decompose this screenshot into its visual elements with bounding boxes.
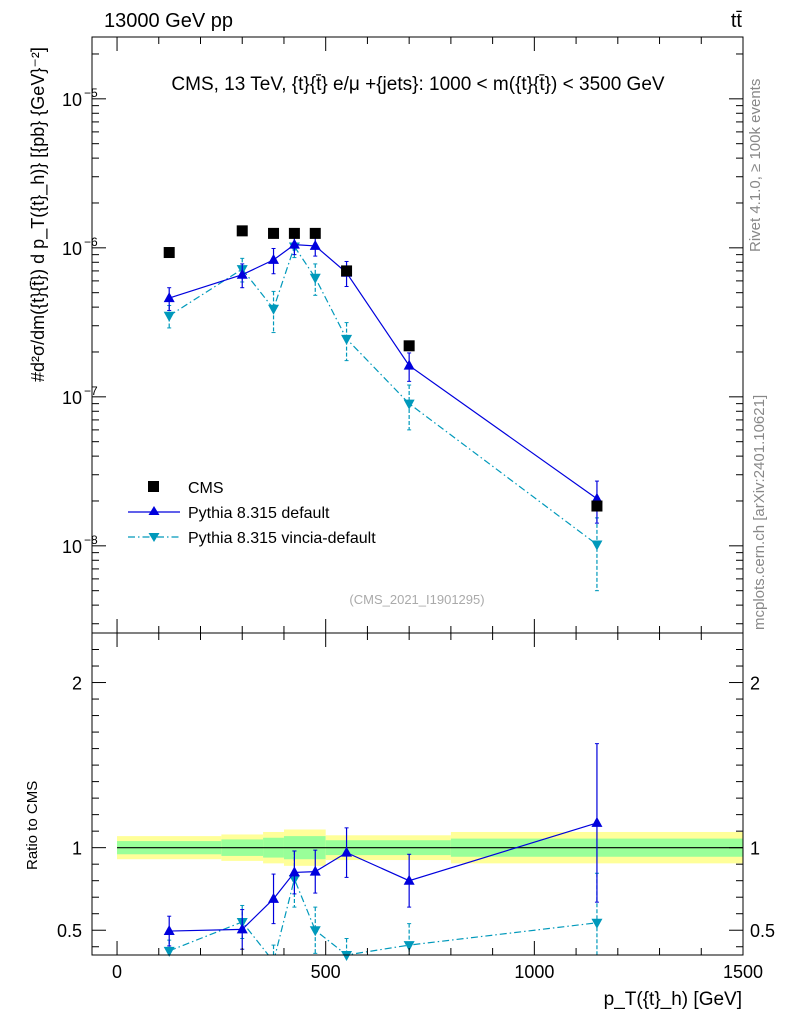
- ratio-ytick-label-right: 0.5: [750, 921, 775, 941]
- legend-vincia-label: Pythia 8.315 vincia-default: [188, 530, 376, 547]
- ratio-point: [403, 941, 415, 952]
- ratio-point: [288, 866, 300, 877]
- main-ytick-label: 10: [62, 537, 82, 557]
- main-point: [309, 227, 321, 239]
- ratio-ytick-label-left: 2: [72, 674, 82, 694]
- main-point: [403, 340, 415, 352]
- x-tick-label: 1500: [723, 962, 763, 982]
- main-line-triangle-up: [169, 244, 598, 500]
- ratio-line-triangle-down: [168, 877, 598, 955]
- legend: CMS Pythia 8.315 default Pythia 8.315 vi…: [128, 480, 376, 547]
- ratio-point: [341, 846, 353, 857]
- ratio-point: [268, 892, 280, 903]
- x-tick-label: 500: [311, 962, 341, 982]
- ratio-point: [403, 874, 415, 885]
- main-marks: [163, 225, 603, 592]
- main-ytick-exp: −7: [84, 384, 98, 398]
- legend-default-marker: [148, 506, 160, 515]
- main-point: [268, 304, 280, 315]
- main-ytick-exp: −5: [84, 86, 98, 100]
- main-point: [288, 238, 300, 249]
- main-point: [309, 273, 321, 284]
- mcplots-label: mcplots.cern.ch [arXiv:2401.10621]: [751, 395, 768, 630]
- ratio-point: [341, 951, 353, 961]
- main-line-triangle-down: [168, 245, 598, 546]
- main-point: [288, 227, 300, 239]
- main-panel: 10−810−710−610−5 CMS, 13 TeV, {t}{t̄} e/…: [28, 36, 744, 634]
- ratio-ytick-label-left: 1: [72, 839, 82, 859]
- main-point: [163, 247, 175, 259]
- x-tick-label: 1000: [514, 962, 554, 982]
- main-ytick-label: 10: [62, 388, 82, 408]
- main-axes: 10−810−710−610−5: [62, 37, 744, 633]
- main-point: [403, 399, 415, 410]
- main-ytick-label: 10: [62, 239, 82, 259]
- main-point: [591, 540, 603, 551]
- ratio-line-triangle-up: [169, 822, 598, 932]
- ratio-panel: 0.5 0.5 1 1 2 2 0 500 1000 1500 Ratio to CMS p_T(…: [24, 632, 775, 1010]
- ratio-ytick-label-left: 0.5: [57, 921, 82, 941]
- legend-default-label: Pythia 8.315 default: [188, 505, 330, 522]
- main-point: [268, 253, 280, 264]
- main-point: [163, 292, 175, 303]
- main-point: [341, 265, 353, 277]
- ratio-point: [309, 926, 321, 937]
- main-point: [403, 359, 415, 370]
- main-point: [591, 492, 603, 503]
- ratio-point: [591, 816, 603, 827]
- main-ytick-label: 10: [62, 90, 82, 110]
- ratio-band: [117, 829, 743, 866]
- ratio-axes: 0.5 0.5 1 1 2 2 0 500 1000 1500: [57, 633, 775, 982]
- legend-cms-marker: [148, 481, 159, 492]
- legend-vincia-marker: [148, 533, 160, 542]
- main-point: [268, 227, 280, 239]
- rivet-label: Rivet 4.1.0, ≥ 100k events: [747, 79, 764, 252]
- ratio-marks: [163, 743, 603, 961]
- ratio-ylabel: Ratio to CMS: [24, 781, 41, 870]
- main-title: CMS, 13 TeV, {t}{t̄} e/μ +{jets}: 1000 <…: [171, 74, 664, 95]
- main-ylabel: #d²σ/dm({t}{t̄}) d p_T({t}_h)} [{pb} {Ge…: [28, 47, 49, 382]
- ratio-point: [309, 865, 321, 876]
- main-point: [236, 225, 248, 237]
- x-tick-label: 0: [112, 962, 122, 982]
- main-point: [236, 268, 248, 279]
- main-point: [309, 239, 321, 250]
- header-right: tt̄: [731, 10, 743, 32]
- main-point: [591, 500, 603, 512]
- watermark: (CMS_2021_I1901295): [349, 592, 484, 607]
- ratio-frame: [91, 632, 744, 956]
- ratio-point: [236, 923, 248, 934]
- main-ytick-exp: −6: [84, 235, 98, 249]
- main-ytick-exp: −8: [84, 533, 98, 547]
- ratio-point: [163, 946, 175, 957]
- legend-cms-label: CMS: [188, 480, 224, 497]
- main-point: [163, 311, 175, 322]
- main-point: [341, 334, 353, 345]
- ratio-ytick-label-right: 1: [750, 839, 760, 859]
- ratio-ytick-label-right: 2: [750, 674, 760, 694]
- x-axis-label: p_T({t}_h) [GeV]: [604, 989, 742, 1010]
- ratio-point: [591, 918, 603, 929]
- ratio-point: [163, 925, 175, 936]
- header-left: 13000 GeV pp: [104, 10, 233, 32]
